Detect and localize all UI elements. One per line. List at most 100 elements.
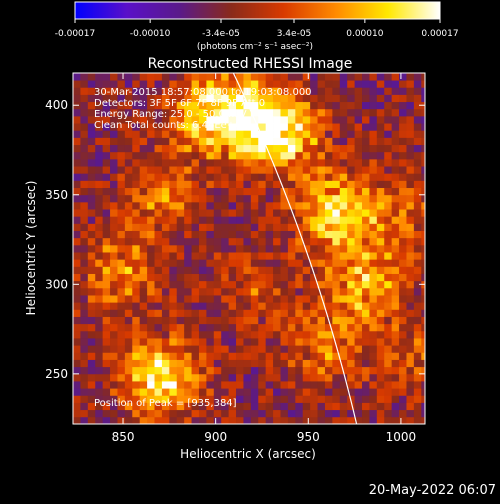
heatmap-cell bbox=[147, 244, 155, 253]
heatmap-cell bbox=[198, 151, 207, 160]
heatmap-cell bbox=[243, 252, 252, 260]
heatmap-cell bbox=[243, 302, 252, 310]
heatmap-cell bbox=[154, 130, 163, 138]
heatmap-cell bbox=[280, 137, 289, 146]
heatmap-cell bbox=[110, 151, 118, 160]
heatmap-cell bbox=[265, 395, 274, 403]
heatmap-cell bbox=[139, 416, 148, 424]
heatmap-cell bbox=[102, 237, 111, 246]
heatmap-cell bbox=[391, 330, 400, 339]
heatmap-cell bbox=[302, 409, 311, 418]
heatmap-cell bbox=[339, 173, 348, 181]
heatmap-cell bbox=[265, 345, 274, 353]
heatmap-cell bbox=[228, 381, 237, 389]
heatmap-cell bbox=[87, 388, 96, 396]
heatmap-cell bbox=[213, 402, 222, 411]
heatmap-cell bbox=[413, 201, 422, 210]
heatmap-cell bbox=[236, 345, 244, 353]
heatmap-cell bbox=[317, 416, 326, 424]
heatmap-cell bbox=[243, 144, 252, 153]
heatmap-cell bbox=[317, 216, 326, 224]
heatmap-cell bbox=[295, 144, 304, 153]
heatmap-cell bbox=[339, 252, 348, 260]
heatmap-cell bbox=[273, 108, 281, 117]
heatmap-cell bbox=[339, 345, 348, 353]
heatmap-cell bbox=[295, 194, 304, 203]
heatmap-cell bbox=[347, 323, 355, 332]
heatmap-cell bbox=[347, 416, 355, 424]
heatmap-cell bbox=[317, 158, 326, 167]
heatmap-cell bbox=[117, 87, 126, 95]
heatmap-cell bbox=[102, 87, 111, 95]
heatmap-cell bbox=[139, 94, 148, 103]
heatmap-cell bbox=[421, 158, 425, 167]
heatmap-cell bbox=[384, 223, 393, 231]
heatmap-cell bbox=[132, 252, 141, 260]
heatmap-cell bbox=[362, 173, 370, 181]
heatmap-cell bbox=[413, 123, 422, 131]
heatmap-cell bbox=[191, 402, 200, 411]
heatmap-cell bbox=[302, 223, 311, 231]
heatmap-cell bbox=[243, 244, 252, 253]
heatmap-cell bbox=[243, 338, 252, 346]
heatmap-cell bbox=[169, 395, 178, 403]
heatmap-cell bbox=[198, 338, 207, 346]
heatmap-cell bbox=[221, 295, 230, 303]
heatmap-cell bbox=[413, 280, 422, 289]
heatmap-cell bbox=[280, 216, 289, 224]
heatmap-cell bbox=[176, 302, 185, 310]
heatmap-cell bbox=[87, 123, 96, 131]
heatmap-cell bbox=[302, 151, 311, 160]
heatmap-cell bbox=[139, 409, 148, 418]
heatmap-cell bbox=[310, 209, 318, 217]
heatmap-cell bbox=[406, 409, 415, 418]
heatmap-cell bbox=[161, 273, 170, 282]
heatmap-cell bbox=[73, 137, 81, 146]
heatmap-cell bbox=[310, 323, 318, 332]
heatmap-cell bbox=[250, 244, 259, 253]
heatmap-cell bbox=[369, 94, 378, 103]
heatmap-cell bbox=[198, 345, 207, 353]
heatmap-cell bbox=[332, 402, 341, 411]
heatmap-cell bbox=[317, 316, 326, 325]
heatmap-cell bbox=[95, 173, 104, 181]
heatmap-cell bbox=[324, 366, 333, 375]
heatmap-cell bbox=[324, 402, 333, 411]
heatmap-cell bbox=[221, 323, 230, 332]
heatmap-cell bbox=[317, 402, 326, 411]
colorbar-tick-label: -0.00010 bbox=[130, 29, 171, 39]
heatmap-cell bbox=[228, 230, 237, 239]
heatmap-cell bbox=[310, 381, 318, 389]
heatmap-cell bbox=[184, 388, 192, 396]
heatmap-cell bbox=[102, 115, 111, 124]
heatmap-cell bbox=[132, 101, 141, 110]
heatmap-cell bbox=[384, 287, 393, 296]
heatmap-cell bbox=[191, 338, 200, 346]
heatmap-cell bbox=[413, 395, 422, 403]
heatmap-cell bbox=[176, 330, 185, 339]
heatmap-cell bbox=[354, 130, 363, 138]
heatmap-cell bbox=[191, 130, 200, 138]
heatmap-cell bbox=[287, 302, 296, 310]
heatmap-cell bbox=[102, 259, 111, 267]
heatmap-cell bbox=[302, 395, 311, 403]
heatmap-cell bbox=[132, 115, 141, 124]
heatmap-cell bbox=[376, 338, 385, 346]
heatmap-cell bbox=[347, 237, 355, 246]
heatmap-cell bbox=[161, 266, 170, 274]
heatmap-cell bbox=[362, 273, 370, 282]
heatmap-cell bbox=[236, 209, 244, 217]
heatmap-cell bbox=[317, 345, 326, 353]
heatmap-cell bbox=[95, 115, 104, 124]
heatmap-cell bbox=[317, 252, 326, 260]
heatmap-cell bbox=[250, 237, 259, 246]
heatmap-cell bbox=[102, 180, 111, 189]
heatmap-cell bbox=[236, 230, 244, 239]
heatmap-cell bbox=[147, 123, 155, 131]
heatmap-cell bbox=[236, 166, 244, 174]
heatmap-cell bbox=[184, 216, 192, 224]
heatmap-cell bbox=[362, 108, 370, 117]
heatmap-cell bbox=[250, 295, 259, 303]
heatmap-cell bbox=[198, 402, 207, 411]
heatmap-cell bbox=[73, 338, 81, 346]
